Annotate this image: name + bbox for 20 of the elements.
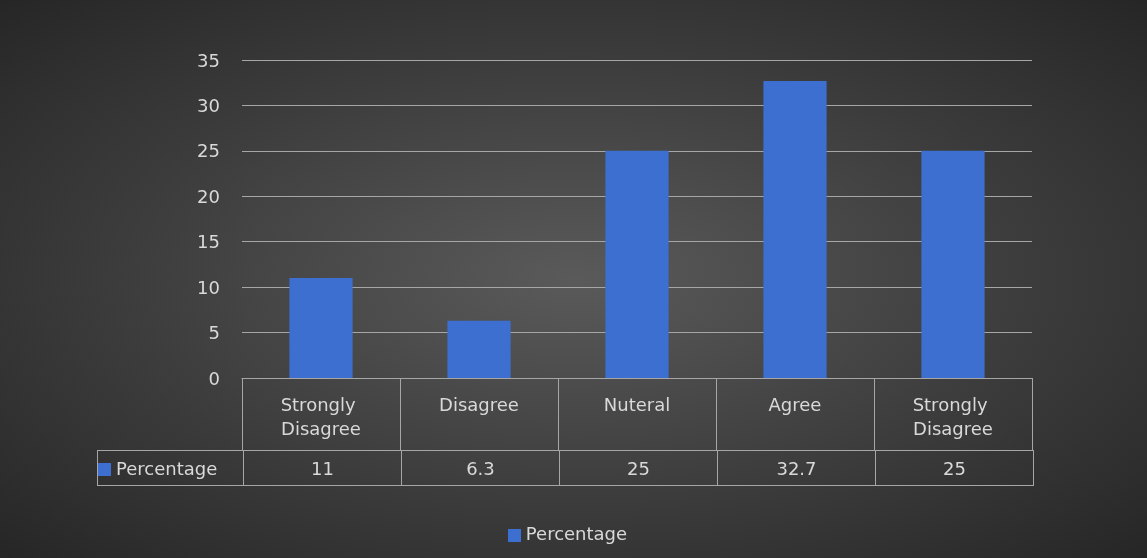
x-tick-label: Nuteral: [603, 393, 671, 415]
y-tick-label: 0: [208, 367, 220, 389]
data-label: 6.3: [401, 450, 560, 486]
legend-label: Percentage: [97, 450, 244, 486]
y-tick-label: 10: [197, 276, 220, 298]
y-tick-label: 30: [197, 94, 220, 116]
data-label: 25: [559, 450, 718, 486]
x-tick-label: Agree: [768, 393, 822, 415]
y-tick-label: 35: [197, 49, 220, 71]
data-label: 25: [875, 450, 1034, 486]
data-label: 11: [243, 450, 402, 486]
data-label: 32.7: [717, 450, 876, 486]
x-tick-label: Strongly Disagree: [912, 393, 994, 439]
text: Percentage: [525, 523, 628, 544]
y-tick-label: 5: [208, 322, 220, 344]
x-tick-label: Strongly Disagree: [280, 393, 362, 439]
x-tick-label: Disagree: [439, 393, 519, 415]
y-tick-label: 25: [197, 140, 220, 162]
y-tick-label: 15: [197, 231, 220, 253]
y-tick-label: 20: [197, 185, 220, 207]
